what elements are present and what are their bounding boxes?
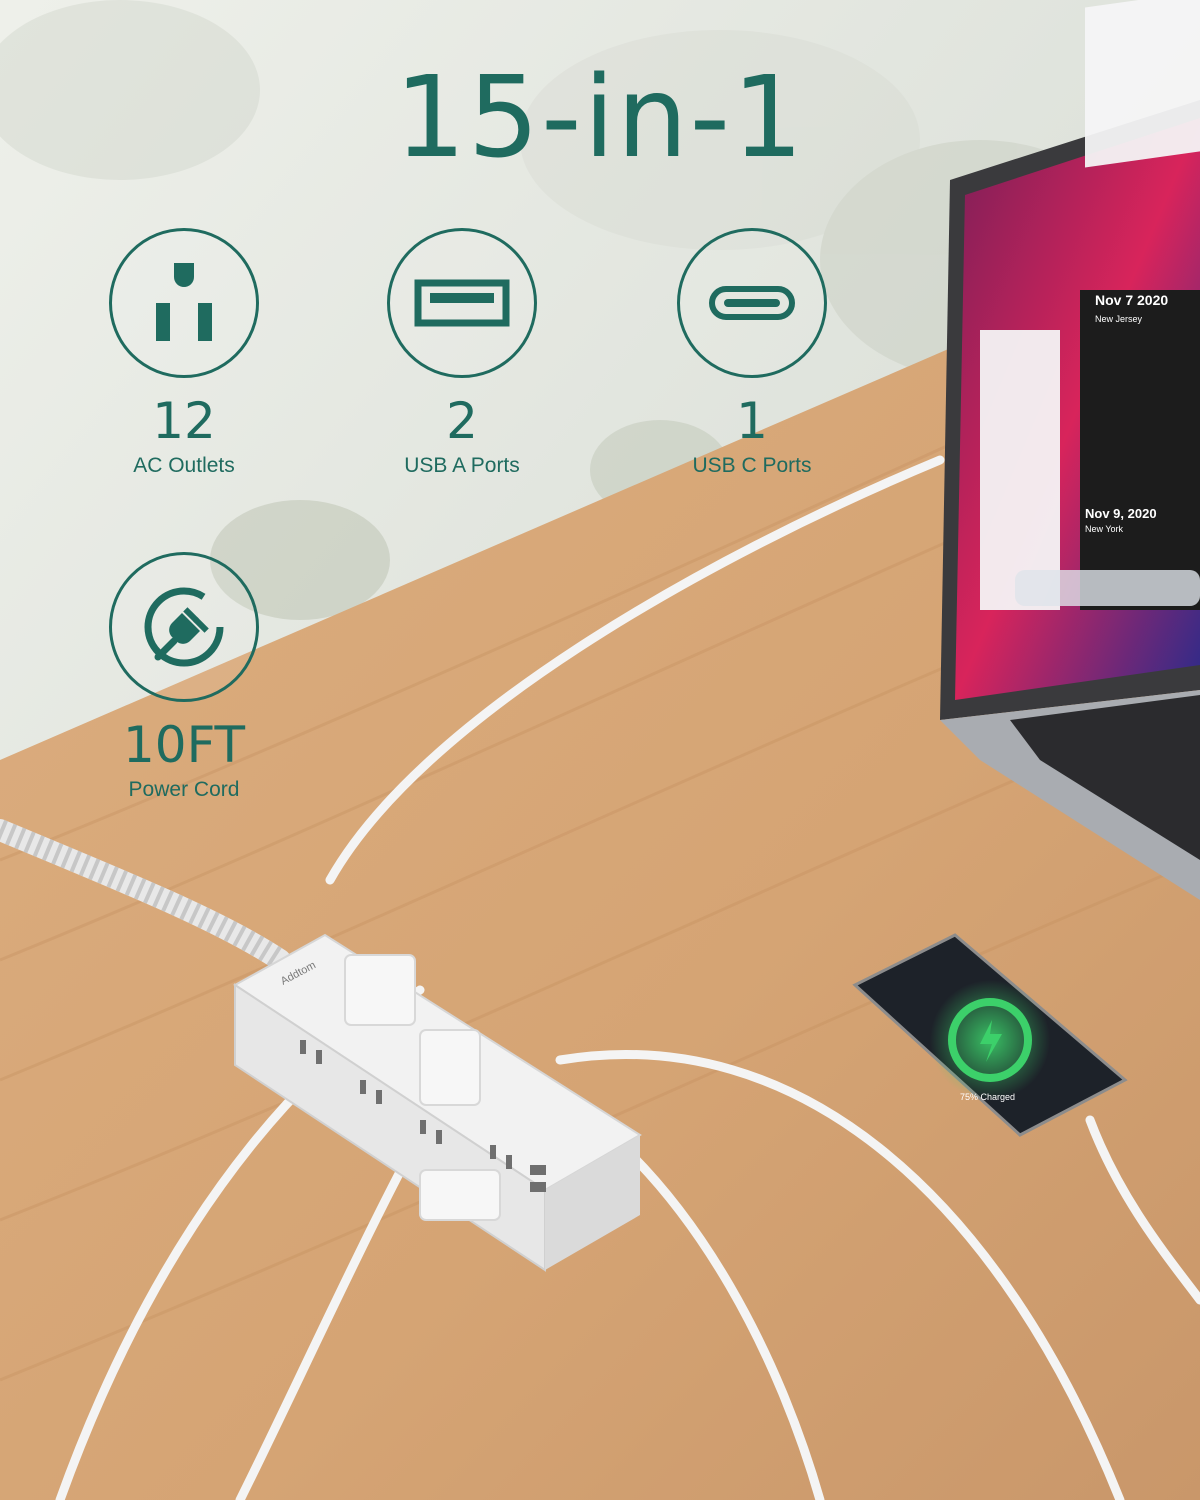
lightning-bolt-icon (980, 1020, 1002, 1062)
laptop-dock (1015, 570, 1200, 606)
power-strip: Addtom (233, 933, 642, 1272)
feature-label: USB A Ports (404, 454, 520, 477)
headline: 15-in-1 (394, 53, 806, 183)
ac-outlet-icon (156, 263, 212, 341)
usb-c-icon-ring (677, 228, 827, 378)
svg-text:Nov 9, 2020: Nov 9, 2020 (1085, 506, 1157, 521)
feature-label: USB C Ports (692, 454, 812, 477)
feature-count: 1 (736, 392, 768, 450)
svg-text:New York: New York (1085, 524, 1124, 534)
wooden-desk (0, 240, 1200, 1500)
svg-text:New Jersey: New Jersey (1095, 314, 1143, 324)
feature-ac-outlets: 12 AC Outlets (64, 228, 304, 477)
power-plug-icon (144, 587, 224, 667)
charge-status: 75% Charged (960, 1092, 1015, 1102)
photo-grid (1080, 290, 1200, 610)
power-plug-icon-ring (109, 552, 259, 702)
feature-count: 12 (152, 392, 216, 450)
feature-label: AC Outlets (133, 454, 235, 477)
feature-label: Power Cord (128, 778, 240, 801)
smartphone: 75% Charged (852, 933, 1128, 1137)
ac-outlet-icon-ring (109, 228, 259, 378)
usb-c-port-icon (709, 286, 795, 320)
usb-a-icon-ring (387, 228, 537, 378)
feature-usb-c: 1 USB C Ports (632, 228, 872, 477)
laptop-keyboard (1010, 695, 1200, 860)
svg-text:Nov 7 2020: Nov 7 2020 (1095, 292, 1168, 308)
charging-ring (948, 998, 1032, 1082)
feature-count: 10FT (122, 716, 246, 774)
feature-count: 2 (446, 392, 478, 450)
feature-usb-a: 2 USB A Ports (342, 228, 582, 477)
feature-power-cord: 10FT Power Cord (64, 552, 304, 801)
braided-power-cord (0, 819, 291, 971)
laptop: Nov 7 2020 New Jersey Nov 9, 2020 New Yo… (940, 0, 1200, 900)
usb-a-port-icon (414, 279, 510, 327)
